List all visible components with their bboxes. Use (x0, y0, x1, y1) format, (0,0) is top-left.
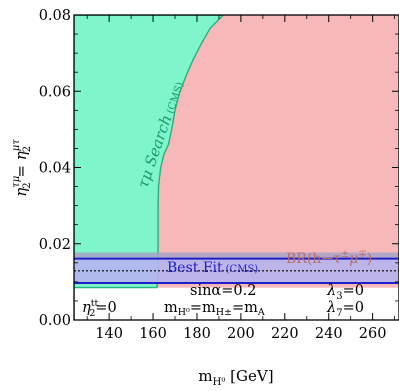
x-tick-label: 240 (315, 326, 343, 342)
y-axis-eq: = η (12, 151, 30, 182)
br-band (74, 252, 399, 259)
y-tick-label: 0.08 (39, 8, 71, 24)
x-axis-ticks: 140 160 180 200 220 240 260 (86, 15, 396, 342)
lambda7-value: =0 (343, 300, 364, 316)
br-label-close: ) (367, 251, 372, 267)
best-fit-band (74, 258, 399, 284)
lambda7-label: λ7=0 (326, 300, 364, 319)
x-tick-label: 220 (271, 326, 299, 342)
x-axis-label: mH⁰ [GeV] (198, 367, 273, 388)
lambda3-value: =0 (343, 283, 364, 299)
eta-tt-symbol: η (82, 300, 91, 316)
y-axis-sub2: 2 (22, 146, 33, 152)
x-tick-label: 180 (183, 326, 211, 342)
sin-alpha-label: sinα=0.2 (190, 283, 256, 299)
lambda3-sub: 3 (336, 291, 342, 302)
eta-tt-value: =0 (95, 300, 116, 316)
y-axis-sup2: μτ (11, 139, 22, 151)
lambda3-symbol: λ (326, 283, 336, 299)
best-fit-label-text: Best Fit (167, 260, 223, 276)
y-axis-sub1: 2 (22, 182, 33, 188)
y-axis-eta1: η (12, 188, 30, 197)
x-tick-label: 140 (95, 326, 123, 342)
lambda7-symbol: λ (326, 300, 336, 316)
x-axis-label-main: m (198, 367, 212, 385)
eta-tt-sub: 2 (89, 308, 95, 319)
eta-tt-sup: tt (91, 298, 99, 309)
y-axis-sup1: τμ (11, 176, 22, 188)
best-fit-label: Best Fit (CMS) (167, 260, 258, 276)
br-label-sup1: ± (341, 249, 349, 260)
mass-m3: =m (232, 300, 258, 316)
x-tick-label: 260 (359, 326, 387, 342)
y-tick-label: 0.02 (39, 237, 71, 253)
eta-tt-label: ηtt 2=0 (82, 298, 117, 319)
y-axis-ticks: 0.00 0.02 0.04 0.06 0.08 (39, 8, 399, 329)
br-label-mu: μ (349, 251, 358, 267)
y-tick-label: 0.04 (39, 161, 71, 177)
y-tick-label: 0.06 (39, 84, 71, 100)
lambda3-label: λ3=0 (326, 283, 364, 302)
x-tick-label: 160 (139, 326, 167, 342)
x-axis-label-unit: [GeV] (225, 367, 273, 385)
br-label-sup2: ∓ (358, 249, 366, 260)
mass-s2: H± (216, 307, 232, 318)
y-tick-label: 0.00 (39, 313, 71, 329)
best-fit-label-tag: (CMS) (226, 264, 259, 275)
mass-m2: =m (190, 300, 216, 316)
lambda7-sub: 7 (336, 308, 342, 319)
x-tick-label: 200 (227, 326, 255, 342)
br-label-main: BR(h→τ (286, 251, 341, 267)
y-axis-label: ητμ2 = ημτ2 (11, 139, 33, 197)
br-excluded-region (157, 15, 399, 288)
plot-area (74, 15, 399, 320)
mass-s3: A (257, 307, 265, 318)
x-axis-label-sub: H⁰ (213, 377, 226, 388)
br-label: BR(h→τ±μ∓) (286, 249, 372, 267)
mass-m1: m (164, 300, 178, 316)
mass-s1: H⁰ (178, 307, 190, 318)
mass-equality-label: mH⁰=mH±=mA (164, 300, 265, 318)
